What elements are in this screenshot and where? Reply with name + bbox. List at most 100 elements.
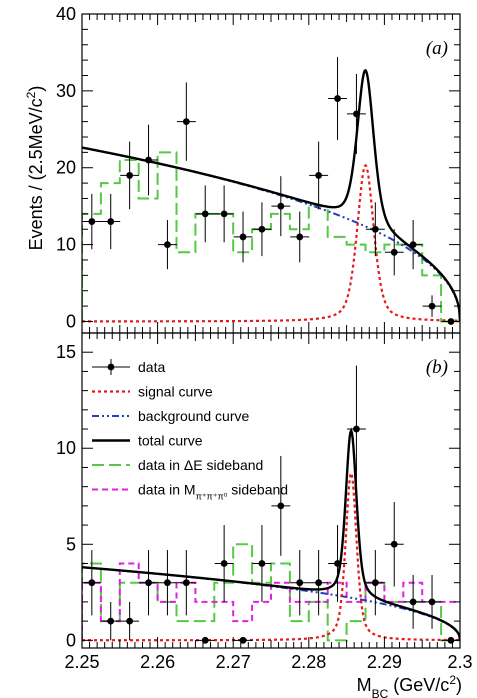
x-tick-label: 2.27 (216, 652, 251, 672)
legend-label: total curve (138, 433, 203, 449)
data-point (157, 220, 177, 270)
data-point (233, 636, 253, 644)
data-point-marker (371, 579, 379, 587)
panel-a-deltaE-sideband-hist (82, 151, 460, 323)
data-point-marker (353, 425, 360, 433)
data-point (139, 124, 158, 196)
legend-item-data: data (92, 359, 165, 375)
x-axis-label-sup: 2 (449, 673, 456, 687)
panel-b: 2.25 2.26 2.27 2.28 2.29 2.3 0 5 10 15 (b) (56, 332, 473, 672)
data-point (384, 229, 404, 276)
panel-b-mpi-sideband-hist (82, 562, 460, 641)
data-point-marker (126, 617, 134, 625)
data-point-marker (258, 560, 266, 567)
y-axis-label-sup: 2 (24, 91, 38, 98)
data-point (82, 193, 102, 250)
data-point (309, 141, 329, 210)
legend-label-main: data in M (138, 482, 196, 498)
panel-b-plot-area (82, 365, 460, 644)
x-tick-label: 2.28 (291, 652, 326, 672)
data-point-marker (315, 172, 323, 179)
data-point (195, 636, 215, 644)
data-point-marker (353, 110, 360, 118)
data-point-marker (220, 560, 228, 567)
data-point-marker (390, 248, 398, 256)
legend-label: background curve (138, 408, 250, 424)
data-point-marker (428, 302, 436, 310)
x-axis-label-units: (GeV/c (388, 675, 449, 695)
data-point (120, 601, 140, 641)
panel-a: 0 10 20 30 40 (a) (56, 4, 461, 334)
data-point-marker (182, 579, 190, 587)
data-point (271, 455, 291, 556)
y-tick-label: 0 (66, 311, 76, 331)
data-point (271, 176, 291, 237)
panel-label: (b) (426, 357, 448, 378)
legend-item-signal: signal curve (92, 384, 213, 400)
panel-label: (a) (426, 38, 448, 59)
legend-label-sub: π⁺π⁺π⁰ (196, 492, 228, 502)
data-point (176, 550, 196, 616)
data-point-marker (334, 95, 341, 102)
y-tick-label: 40 (56, 4, 76, 24)
data-point-marker (107, 218, 115, 225)
data-point-marker (145, 579, 152, 587)
data-point (252, 202, 272, 257)
data-point (346, 365, 366, 493)
panel-a-plot-area (82, 57, 460, 325)
data-point-marker (390, 540, 398, 548)
y-tick-label: 30 (56, 81, 76, 101)
panel-b-signal-curve (82, 470, 460, 642)
x-tick-label: 2.25 (64, 652, 99, 672)
data-point (101, 601, 121, 641)
legend-label: data in ΔE sideband (138, 457, 263, 473)
data-point (290, 550, 310, 616)
panel-a-total-curve (82, 68, 460, 321)
data-point (252, 525, 272, 602)
data-point (422, 575, 442, 629)
data-point (101, 193, 121, 250)
data-point (403, 575, 423, 629)
legend-item-deltaE: data in ΔE sideband (92, 457, 263, 473)
y-tick-label: 10 (56, 438, 76, 458)
legend-label-after: sideband (227, 482, 288, 498)
y-tick-label: 0 (66, 630, 76, 650)
data-point-marker (296, 579, 304, 587)
data-point (365, 202, 385, 257)
x-axis-label-main: M (357, 675, 372, 695)
x-tick-label: 2.3 (447, 652, 472, 672)
data-point (328, 57, 347, 141)
data-point-marker (88, 218, 96, 225)
data-point (195, 185, 215, 243)
data-point-marker (201, 210, 209, 218)
data-point-marker (409, 241, 417, 249)
data-point (139, 550, 158, 616)
data-point-marker (88, 579, 96, 587)
legend-item-mpi: data in Mπ⁺π⁺π⁰ sideband (92, 482, 288, 502)
legend-label: data (138, 359, 165, 375)
data-point (403, 220, 423, 270)
legend-swatch-marker (107, 363, 115, 371)
data-point-marker (258, 225, 266, 233)
legend-label: data in Mπ⁺π⁺π⁰ sideband (138, 482, 288, 502)
data-point (384, 502, 404, 587)
x-tick-label: 2.26 (140, 652, 175, 672)
data-point (214, 525, 234, 602)
y-tick-label: 15 (56, 342, 76, 362)
panel-b-total-curve (82, 427, 460, 641)
data-point (328, 525, 347, 602)
data-point (120, 141, 140, 210)
data-point (346, 73, 366, 154)
y-axis-label-prefix: Events / (2.5MeV/c (26, 98, 46, 250)
data-point (233, 211, 253, 263)
data-point-marker (126, 172, 134, 179)
data-point (290, 211, 310, 263)
y-tick-label: 10 (56, 235, 76, 255)
legend-item-total: total curve (92, 433, 203, 449)
data-point (157, 550, 177, 616)
y-axis-label: Events / (2.5MeV/c2) (24, 86, 46, 251)
x-axis-label-sub: BC (372, 687, 389, 698)
data-point-marker (371, 225, 379, 233)
data-point-marker (145, 156, 152, 164)
data-point (422, 295, 442, 317)
